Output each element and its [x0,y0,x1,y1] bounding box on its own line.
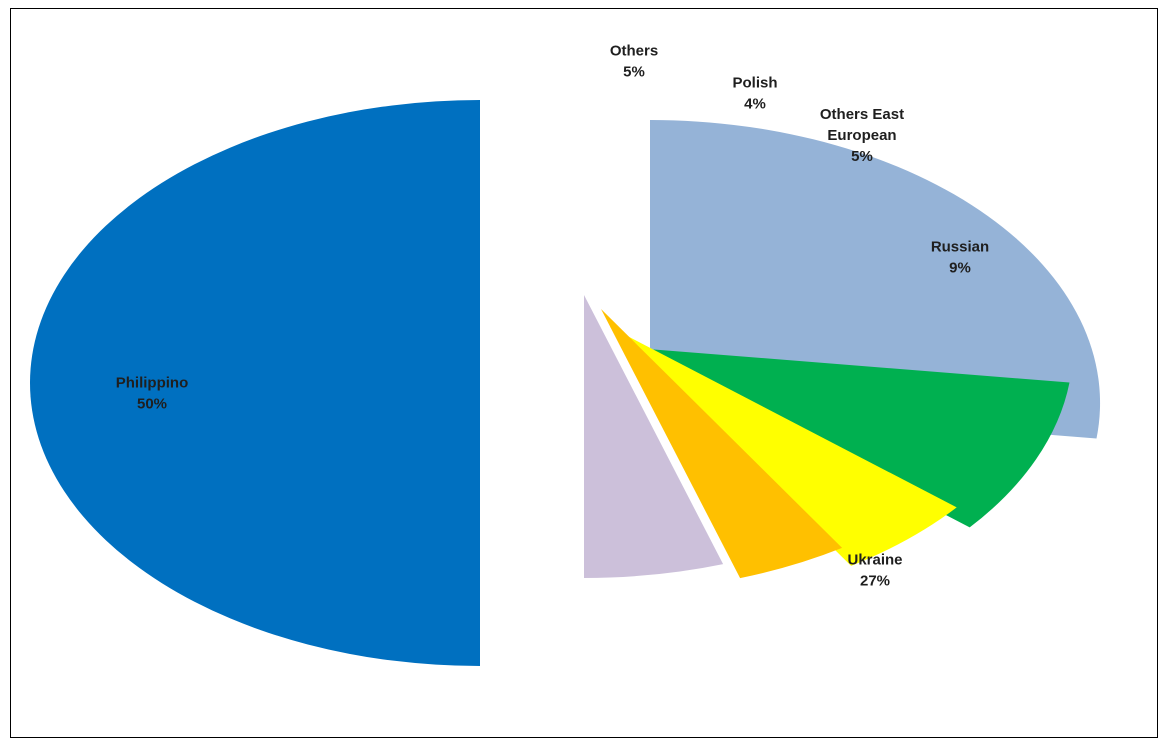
pie-slice-others-east-european [610,327,957,566]
pie-slices [30,100,1101,666]
slice-label-others: Others 5% [610,43,658,81]
slice-label-others-east-european: Others East European 5% [820,106,904,165]
slice-label-russian: Russian 9% [931,239,989,277]
pie-slice-philippino [30,100,480,666]
slice-label-ukraine: Ukraine 27% [847,552,902,590]
pie-labels: Ukraine 27% Russian 9% Others East European 5%… [116,43,989,590]
slice-label-philippino: Philippino 50% [116,375,189,413]
pie-slice-polish [601,309,843,579]
slice-label-polish: Polish 4% [732,75,777,113]
pie-slice-others [584,295,724,578]
